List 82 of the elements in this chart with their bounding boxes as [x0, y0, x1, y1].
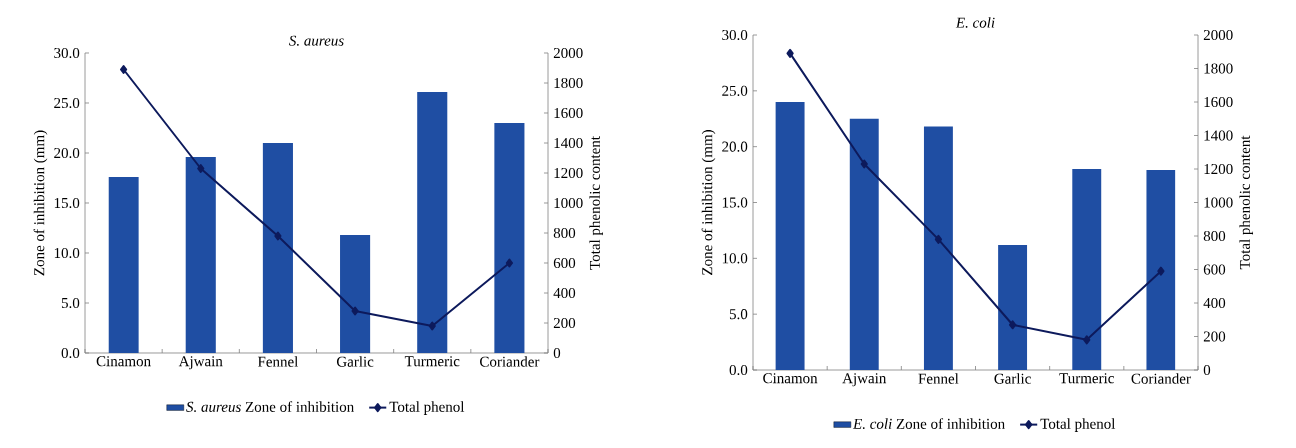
y2-tick-label: 1200 — [1204, 163, 1233, 175]
bar — [185, 157, 216, 353]
bar — [775, 102, 805, 370]
y2-tick-label: 0 — [553, 347, 561, 359]
y-axis-title: Zone of inhibition (mm) — [33, 130, 48, 276]
y-tick-label: 25.0 — [722, 85, 748, 96]
y-tick-label: 5.0 — [61, 297, 80, 309]
y-axis-title: Zone of inhibition (mm) — [701, 130, 716, 275]
legend-label: Total phenol — [389, 401, 465, 415]
bar — [417, 92, 448, 353]
x-tick-label: Garlic — [994, 373, 1031, 384]
y-tick-label: 30.0 — [54, 47, 80, 59]
y2-tick-label: 0 — [1203, 364, 1211, 376]
point — [274, 231, 282, 241]
point — [351, 306, 359, 316]
bar — [923, 126, 953, 370]
x-tick-label: Ajwain — [842, 373, 887, 387]
x-tick-label: Cinamon — [96, 356, 151, 367]
point — [119, 65, 128, 74]
y2-tick-label: 600 — [553, 257, 576, 269]
chart-title: S. aureus — [289, 35, 344, 46]
y-tick-label: 30.0 — [722, 29, 748, 41]
y-tick-label: 10.0 — [54, 247, 80, 259]
y2-tick-label: 1800 — [1204, 63, 1233, 74]
point — [1083, 335, 1091, 345]
point — [934, 234, 943, 244]
y2-tick-label: 800 — [1203, 230, 1226, 242]
y2-tick-label: 1000 — [554, 197, 583, 209]
x-tick-label: Cinamon — [763, 373, 818, 384]
y2-tick-label: 1400 — [1204, 130, 1233, 141]
point — [197, 164, 205, 173]
y-tick-label: 15.0 — [722, 197, 748, 208]
x-tick-label: Turmeric — [1059, 373, 1114, 384]
y2-tick-label: 800 — [553, 227, 576, 239]
x-tick-label: Coriander — [480, 356, 540, 367]
y2-tick-label: 1600 — [554, 107, 583, 119]
bar — [494, 123, 525, 353]
y2-tick-label: 1000 — [1204, 197, 1233, 208]
y2-tick-label: 2000 — [1203, 29, 1233, 41]
x-tick-label: Turmeric — [404, 356, 460, 367]
y2-tick-label: 200 — [553, 317, 576, 329]
point — [505, 258, 514, 268]
x-tick-label: Ajwain — [178, 356, 223, 370]
y2-tick-label: 1800 — [554, 77, 583, 89]
x-tick-label: Fennel — [257, 356, 299, 367]
point — [786, 48, 794, 58]
chart-title: E. coli — [955, 17, 995, 28]
bar — [1146, 170, 1176, 370]
legend-label: Total phenol — [1040, 418, 1116, 432]
y2-tick-label: 600 — [1203, 264, 1226, 275]
y-tick-label: 5.0 — [729, 309, 748, 320]
point — [1157, 266, 1165, 276]
y2-tick-label: 200 — [1203, 331, 1226, 342]
point — [428, 321, 436, 331]
y-tick-label: 20.0 — [722, 141, 748, 152]
y2-tick-label: 1200 — [554, 167, 583, 179]
y2-tick-label: 2000 — [553, 47, 583, 59]
y2-axis-title: Total phenolic content — [1239, 135, 1254, 270]
point — [860, 159, 868, 169]
y2-tick-label: 1600 — [1204, 96, 1233, 108]
y-tick-label: 25.0 — [54, 97, 80, 109]
point — [1008, 320, 1017, 330]
y-tick-label: 0.0 — [729, 364, 748, 376]
legend-label: S. aureus Zone of inhibition — [186, 401, 354, 412]
bar — [998, 244, 1028, 370]
bar — [1072, 169, 1102, 370]
x-tick-label: Fennel — [918, 373, 959, 384]
y-tick-label: 10.0 — [722, 253, 748, 264]
bar — [262, 143, 293, 353]
legend-label: E. coli Zone of inhibition — [852, 418, 1005, 429]
y2-tick-label: 400 — [1203, 297, 1226, 309]
y2-tick-label: 1400 — [554, 137, 583, 149]
bar — [340, 235, 371, 353]
y2-axis-title: Total phenolic content — [589, 136, 603, 270]
y-tick-label: 0.0 — [61, 347, 80, 359]
x-tick-label: Coriander — [1131, 373, 1191, 384]
y-tick-label: 20.0 — [54, 147, 80, 159]
bar — [849, 118, 879, 370]
y-tick-label: 15.0 — [54, 197, 80, 209]
bar — [108, 177, 139, 353]
y2-tick-label: 400 — [553, 287, 576, 299]
x-tick-label: Garlic — [336, 356, 374, 367]
